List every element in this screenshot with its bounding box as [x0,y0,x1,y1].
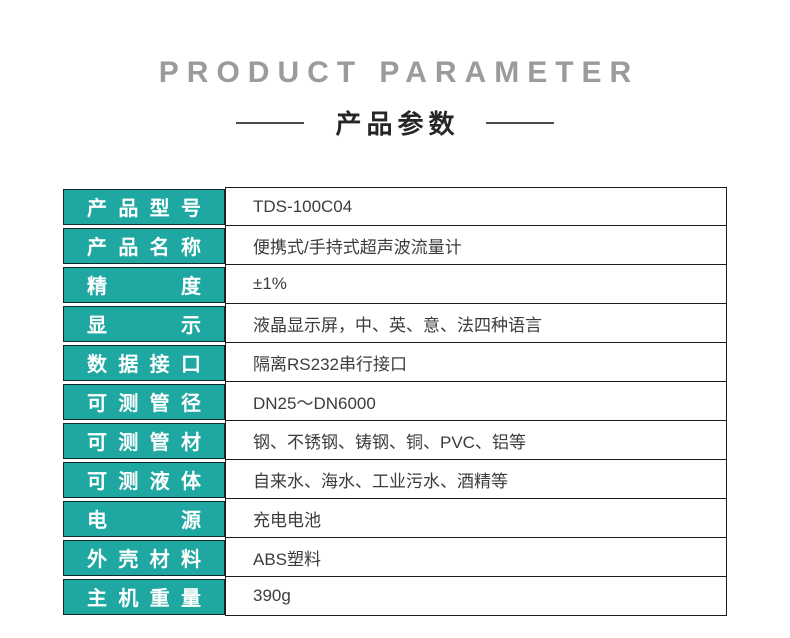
table-row-label-slot: 可测液体 [63,460,225,499]
table-row-label-slot: 外壳材料 [63,538,225,577]
row-value: 液晶显示屏，中、英、意、法四种语言 [253,315,542,335]
row-label: 精度 [87,276,201,298]
row-label: 显示 [87,315,201,337]
section-title-en: PRODUCT PARAMETER [158,56,640,89]
row-label: 可测管径 [87,393,201,415]
row-value: ±1% [253,274,287,293]
right-decorative-line [485,121,554,124]
row-value: 自来水、海水、工业污水、酒精等 [253,471,508,491]
section-title-zh: 产品参数 [335,109,460,139]
row-value: 充电电池 [253,510,321,530]
row-label-cell: 精度 [63,266,225,303]
value-column: TDS-100C04 便携式/手持式超声波流量计 ±1% 液晶显示屏，中、英、意… [225,187,727,616]
row-label-cell: 数据接口 [63,344,225,381]
row-label-cell: 产品名称 [63,227,225,264]
table-row-label-slot: 产品型号 [63,187,225,226]
row-value-cell: TDS-100C04 [225,187,727,226]
row-label: 外壳材料 [87,549,201,571]
row-label-cell: 外壳材料 [63,539,225,576]
row-label-cell: 可测液体 [63,461,225,498]
table-row-label-slot: 数据接口 [63,343,225,382]
row-value: 钢、不锈钢、铸钢、铜、PVC、铝等 [253,432,526,452]
label-column: 产品型号 产品名称 精度 显示 数据接口 可测管径 可测管材 可测液体 [63,187,225,616]
section-header: PRODUCT PARAMETER 产品参数 [0,0,790,141]
row-value-cell: 充电电池 [225,499,727,538]
row-value: 便携式/手持式超声波流量计 [253,237,462,257]
row-label-cell: 可测管材 [63,422,225,459]
row-label-cell: 产品型号 [63,188,225,225]
row-value-cell: 钢、不锈钢、铸钢、铜、PVC、铝等 [225,421,727,460]
row-value-cell: 便携式/手持式超声波流量计 [225,226,727,265]
row-value: 隔离RS232串行接口 [253,354,407,374]
row-label: 主机重量 [87,588,201,610]
row-label: 可测液体 [87,471,201,493]
table-row-label-slot: 精度 [63,265,225,304]
row-value-cell: ABS塑料 [225,538,727,577]
row-value-cell: ±1% [225,265,727,304]
row-value: ABS塑料 [253,549,322,569]
row-label: 电源 [87,510,201,532]
row-label-cell: 显示 [63,305,225,342]
row-label: 产品名称 [87,237,201,259]
row-label: 数据接口 [87,354,201,376]
left-decorative-line [236,121,305,124]
row-value: TDS-100C04 [253,196,353,216]
row-label-cell: 可测管径 [63,383,225,420]
row-value-cell: DN25～DN6000 [225,382,727,421]
section-title-zh-row: 产品参数 [0,104,790,141]
row-value: 390g [253,586,291,605]
parameter-table: 产品型号 产品名称 精度 显示 数据接口 可测管径 可测管材 可测液体 [63,187,727,616]
table-row-label-slot: 电源 [63,499,225,538]
row-value: DN25～DN6000 [253,393,376,413]
row-label-cell: 电源 [63,500,225,537]
row-label: 产品型号 [87,198,201,220]
table-row-label-slot: 产品名称 [63,226,225,265]
row-value-cell: 隔离RS232串行接口 [225,343,727,382]
table-row-label-slot: 可测管径 [63,382,225,421]
row-value-cell: 自来水、海水、工业污水、酒精等 [225,460,727,499]
row-value-cell: 390g [225,577,727,616]
table-row-label-slot: 主机重量 [63,577,225,616]
table-row-label-slot: 显示 [63,304,225,343]
row-label: 可测管材 [87,432,201,454]
row-value-cell: 液晶显示屏，中、英、意、法四种语言 [225,304,727,343]
table-row-label-slot: 可测管材 [63,421,225,460]
row-label-cell: 主机重量 [63,578,225,615]
